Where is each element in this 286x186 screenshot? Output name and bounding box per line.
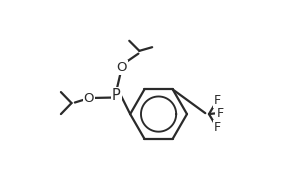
Text: O: O [117,61,127,74]
Text: F: F [214,121,221,134]
Text: P: P [112,88,121,103]
Text: F: F [214,94,221,107]
Text: O: O [84,92,94,105]
Text: F: F [217,107,224,120]
